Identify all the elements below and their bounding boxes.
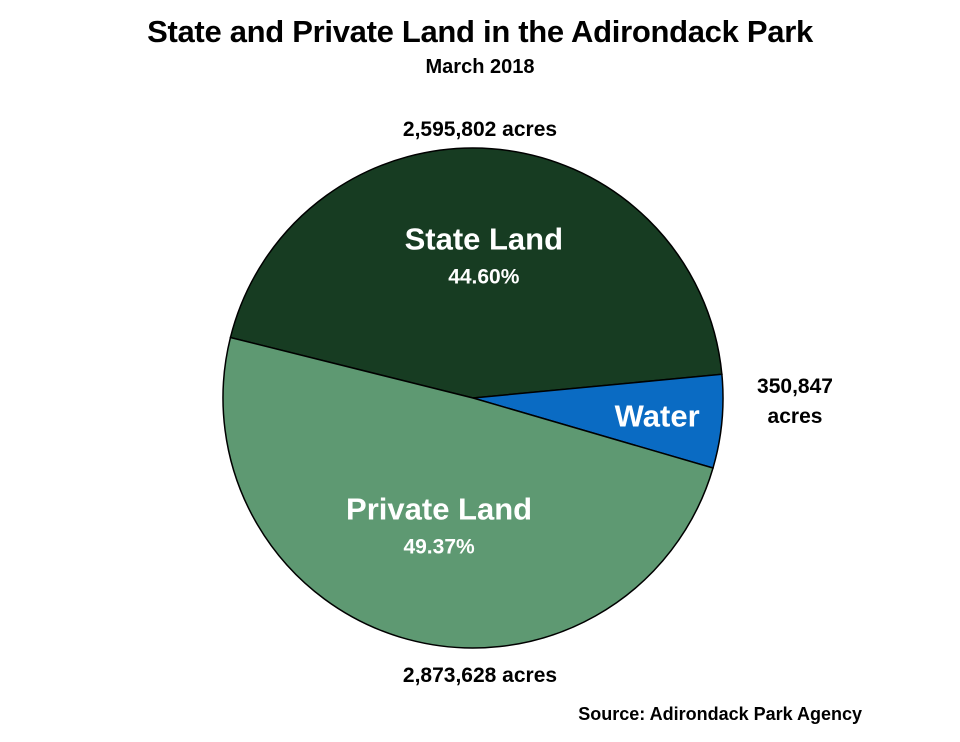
- water-acres-value: 350,847: [757, 375, 833, 398]
- source-note: Source: Adirondack Park Agency: [578, 704, 862, 724]
- slice-label-private-land: Private Land: [346, 491, 532, 526]
- pie-slice-private-land: [222, 336, 714, 649]
- chart-title: State and Private Land in the Adirondack…: [147, 14, 813, 49]
- pie-slice-state-land: [229, 147, 723, 399]
- state-land-acres-label: 2,595,802 acres: [402, 118, 558, 141]
- water-acres-label: 350,847 acres: [720, 372, 870, 432]
- private-land-acres-label: 2,873,628 acres: [402, 664, 558, 687]
- slice-label-water: Water: [615, 398, 700, 433]
- slice-label-state-land: State Land: [405, 221, 563, 256]
- slice-percent-state-land: 44.60%: [448, 265, 520, 288]
- chart-subtitle: March 2018: [425, 56, 535, 78]
- slice-percent-private-land: 49.37%: [403, 535, 475, 558]
- water-acres-unit: acres: [767, 405, 823, 428]
